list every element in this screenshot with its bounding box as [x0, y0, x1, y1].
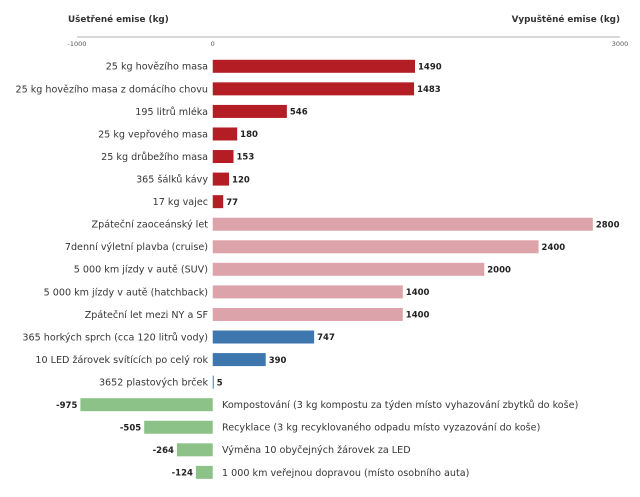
x-tick-label: 0 — [211, 40, 215, 48]
category-label: 25 kg drůbežího masa — [101, 151, 208, 163]
value-label: 2000 — [487, 266, 511, 276]
value-label: 1490 — [418, 63, 442, 73]
value-label: 1483 — [417, 85, 441, 95]
category-label: 7denní výletní plavba (cruise) — [65, 241, 208, 253]
bar — [212, 240, 539, 254]
value-label: 2800 — [596, 220, 620, 230]
x-tick-label: 3000 — [612, 40, 629, 48]
category-label: 5 000 km jízdy v autě (hatchback) — [44, 286, 208, 298]
value-label: 153 — [237, 153, 255, 163]
bar — [212, 150, 234, 164]
bar — [212, 82, 415, 96]
category-label: Recyklace (3 kg recyklovaného odpadu mís… — [222, 422, 540, 434]
value-label: 77 — [226, 198, 238, 208]
bar — [212, 375, 214, 389]
category-label: 25 kg vepřového masa — [98, 128, 208, 140]
bar — [212, 127, 238, 141]
value-label: 546 — [290, 108, 308, 118]
category-label: Výměna 10 obyčejných žárovek za LED — [222, 444, 411, 456]
category-label: Zpáteční zaoceánský let — [92, 219, 209, 231]
value-label: -264 — [153, 446, 174, 456]
category-label: Kompostování (3 kg kompostu za týden mís… — [222, 399, 578, 411]
bar — [144, 420, 213, 434]
bar — [212, 285, 403, 299]
value-label: 1400 — [406, 311, 430, 321]
category-label: 1 000 km veřejnou dopravou (místo osobní… — [222, 467, 469, 479]
value-label: 120 — [232, 175, 250, 185]
category-label: 3652 plastových brček — [99, 377, 208, 389]
emitted-emissions-axis-title: Vypuštěné emise (kg) — [512, 14, 620, 25]
category-label: Zpáteční let mezi NY a SF — [85, 309, 208, 321]
value-label: 2400 — [542, 243, 566, 253]
category-label: 365 horkých sprch (cca 120 litrů vody) — [22, 331, 208, 343]
x-axis-ticks: -1000 0 3000 — [68, 40, 629, 48]
category-label: 25 kg hovězího masa z domácího chovu — [15, 83, 208, 95]
bar — [176, 443, 213, 457]
bar — [80, 398, 213, 412]
bar — [195, 465, 213, 479]
value-label: 180 — [240, 130, 258, 140]
category-label: 25 kg hovězího masa — [106, 61, 208, 73]
category-label: 10 LED žárovek svítících po celý rok — [35, 354, 208, 366]
category-label: 17 kg vajec — [153, 197, 208, 208]
value-label: 5 — [217, 378, 223, 388]
value-label: 1400 — [406, 288, 430, 298]
bar — [212, 172, 230, 186]
value-label: 390 — [269, 356, 287, 366]
bar — [212, 195, 224, 209]
category-label: 365 šálků kávy — [136, 174, 208, 186]
category-label: 195 litrů mléka — [135, 106, 208, 118]
bar — [212, 217, 593, 231]
saved-emissions-axis-title: Ušetřené emise (kg) — [68, 14, 169, 25]
bar — [212, 330, 315, 344]
value-label: -124 — [172, 469, 193, 479]
x-tick-label: -1000 — [68, 40, 87, 48]
bar — [212, 104, 287, 118]
value-label: 747 — [317, 333, 335, 343]
bar — [212, 307, 403, 321]
bars-group: 25 kg hovězího masa 1490 25 kg hovězího ma… — [15, 59, 620, 479]
bar — [212, 59, 416, 73]
category-label: 5 000 km jízdy v autě (SUV) — [74, 264, 208, 276]
bar — [212, 353, 266, 367]
value-label: -975 — [56, 401, 77, 411]
bar — [212, 262, 485, 276]
value-label: -505 — [120, 423, 141, 433]
